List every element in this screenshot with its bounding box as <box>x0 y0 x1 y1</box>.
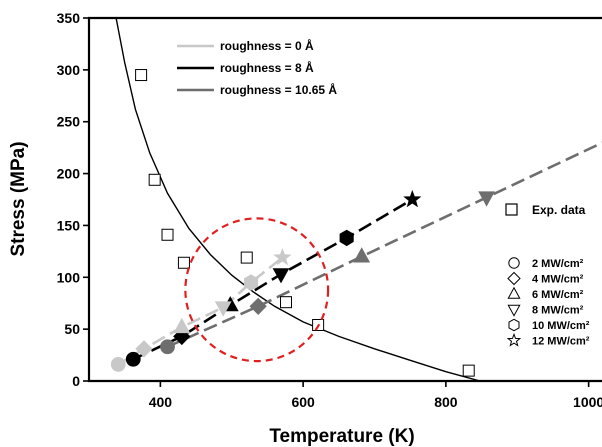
legend-label-power: 10 MW/cm² <box>532 320 590 332</box>
legend-label-roughness: roughness = 10.65 Å <box>220 82 337 97</box>
data-point-diamond <box>135 340 153 358</box>
y-tick-label: 150 <box>57 217 81 233</box>
legend-marker-circle <box>508 257 520 269</box>
x-tick-label: 400 <box>149 394 173 410</box>
data-point-diamond <box>249 297 267 315</box>
y-tick-label: 0 <box>72 373 80 389</box>
y-tick-label: 100 <box>57 269 81 285</box>
data-point-star <box>273 248 292 266</box>
legend-label-power: 6 MW/cm² <box>532 289 584 301</box>
x-tick-label: 1000 <box>573 394 602 410</box>
legend-marker-triangle-down <box>507 304 521 317</box>
data-point-triangle-down <box>272 268 290 284</box>
legend: roughness = 0 Å roughness = 8 Å roughness … <box>177 38 590 348</box>
legend-label-roughness: roughness = 8 Å <box>220 60 314 75</box>
data-point-hexagon <box>243 274 259 291</box>
axes-layer: 0 50 100 150 200 250 300 350 400 600 800 1000 <box>57 10 602 410</box>
data-point-circle <box>125 351 141 367</box>
data-point-circle <box>110 357 126 372</box>
exp-data-point <box>148 173 161 186</box>
exp-data-point <box>135 69 148 82</box>
y-tick-label: 250 <box>57 114 81 130</box>
data-point-triangle-up <box>353 247 371 263</box>
data-point-triangle-down <box>478 191 495 207</box>
y-tick-label: 200 <box>57 166 81 182</box>
legend-marker-diamond <box>507 271 521 286</box>
legend-label-power: 4 MW/cm² <box>532 274 584 286</box>
data-point-circle <box>160 339 175 355</box>
data-point-star <box>403 189 422 208</box>
exp-data-point <box>161 228 174 241</box>
legend-marker-star <box>506 332 522 347</box>
exp-data-point <box>177 256 190 269</box>
y-tick-label: 300 <box>57 62 81 78</box>
legend-label-power: 12 MW/cm² <box>532 336 590 348</box>
series-line-roughness-2 <box>166 141 602 348</box>
exp-data-point <box>240 251 253 264</box>
legend-marker-hexagon <box>508 318 520 332</box>
legend-exp-square <box>505 203 518 216</box>
y-axis-title: Stress (MPa) <box>8 141 29 256</box>
highlight-dashed-circle <box>184 217 330 363</box>
x-tick-label: 600 <box>291 394 315 410</box>
y-tick-label: 350 <box>57 10 81 26</box>
series-line-roughness-1 <box>132 198 413 361</box>
legend-label-exp: Exp. data <box>532 203 586 217</box>
y-tick-label: 50 <box>64 321 80 337</box>
data-point-triangle-up <box>173 317 191 334</box>
legend-marker-triangle-up <box>507 286 521 299</box>
x-axis-title: Temperature (K) <box>269 426 414 447</box>
legend-label-power: 2 MW/cm² <box>532 258 584 270</box>
legend-label-roughness: roughness = 0 Å <box>220 38 314 53</box>
exp-data-point <box>462 364 475 377</box>
plot-area <box>110 18 602 381</box>
legend-label-power: 8 MW/cm² <box>532 305 584 317</box>
model-fit-curve <box>115 18 481 381</box>
data-point-triangle-down <box>214 301 232 317</box>
exp-data-point <box>279 296 292 309</box>
x-tick-label: 800 <box>434 394 458 410</box>
data-point-hexagon <box>339 229 354 247</box>
